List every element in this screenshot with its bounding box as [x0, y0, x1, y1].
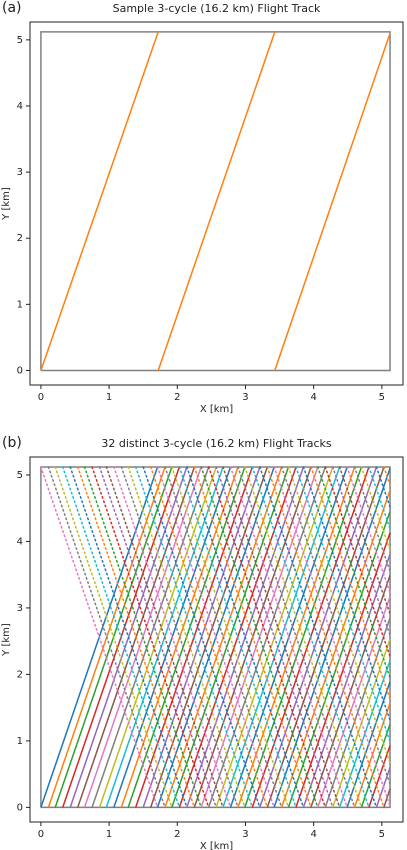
- y-tick-label: 1: [17, 736, 23, 747]
- x-tick-label: 0: [38, 392, 44, 403]
- y-tick-label: 2: [17, 669, 23, 680]
- y-tick-label: 5: [17, 470, 23, 481]
- flight-track: [69, 466, 391, 809]
- chart-title: 32 distinct 3-cycle (16.2 km) Flight Tra…: [101, 437, 331, 450]
- flight-track: [105, 466, 391, 809]
- y-tick-label: 0: [17, 365, 23, 376]
- flight-track: [134, 466, 391, 809]
- flight-track: [61, 466, 391, 809]
- x-tick-label: 5: [379, 829, 385, 840]
- flight-track: [76, 466, 391, 809]
- x-tick-label: 1: [106, 829, 112, 840]
- x-axis-label: X [km]: [200, 404, 233, 415]
- y-axis-label: Y [km]: [1, 623, 12, 657]
- x-tick-label: 1: [106, 392, 112, 403]
- x-tick-label: 0: [38, 829, 44, 840]
- flight-track: [40, 466, 391, 809]
- flight-track: [40, 466, 391, 809]
- flight-track: [47, 466, 391, 809]
- x-tick-label: 4: [310, 392, 316, 403]
- flight-track: [142, 466, 391, 809]
- flight-track: [127, 466, 391, 809]
- y-tick-label: 0: [17, 802, 23, 813]
- flight-track: [149, 466, 391, 809]
- chart-title: Sample 3-cycle (16.2 km) Flight Track: [113, 2, 321, 15]
- y-tick-label: 4: [17, 536, 23, 547]
- x-tick-label: 5: [379, 392, 385, 403]
- flight-track: [113, 466, 391, 809]
- x-tick-label: 2: [174, 392, 180, 403]
- y-tick-label: 5: [17, 35, 23, 46]
- y-tick-label: 2: [17, 233, 23, 244]
- y-axis-label: Y [km]: [1, 187, 12, 221]
- x-tick-label: 3: [242, 392, 248, 403]
- flight-track: [120, 466, 391, 809]
- x-axis-label: X [km]: [200, 841, 233, 850]
- y-tick-label: 3: [17, 167, 23, 178]
- x-tick-label: 4: [310, 829, 316, 840]
- flight-track: [40, 31, 391, 372]
- x-tick-label: 3: [242, 829, 248, 840]
- y-tick-label: 3: [17, 603, 23, 614]
- y-tick-label: 4: [17, 101, 23, 112]
- flight-track: [40, 31, 391, 371]
- axes-frame: [29, 21, 404, 386]
- flight-track: [83, 466, 391, 809]
- x-tick-label: 2: [174, 829, 180, 840]
- y-tick-label: 1: [17, 299, 23, 310]
- flight-track: [54, 466, 391, 809]
- flight-track: [91, 466, 391, 809]
- panel-label: (b): [2, 435, 22, 451]
- flight-track: [98, 466, 391, 809]
- panel-label: (a): [2, 0, 22, 16]
- axes-frame: [29, 456, 404, 823]
